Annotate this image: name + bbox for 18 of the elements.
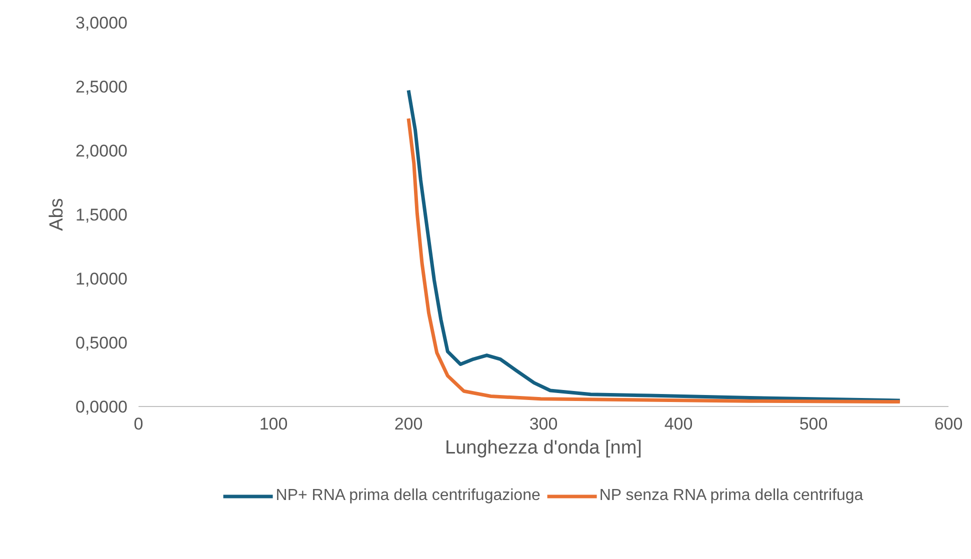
x-tick-label: 500 [799, 414, 828, 434]
y-tick-label: 0,0000 [76, 398, 128, 416]
x-tick-label: 100 [259, 414, 288, 434]
x-tick-label: 400 [664, 414, 693, 434]
legend-label: NP senza RNA prima della centrifuga [599, 487, 864, 505]
y-tick-label: 0,5000 [76, 334, 128, 352]
x-tick-label: 600 [934, 414, 963, 434]
legend-label: NP+ RNA prima della centrifugazione [276, 487, 540, 505]
x-tick-label: 200 [394, 414, 423, 434]
y-tick-label: 2,5000 [76, 78, 128, 96]
y-tick-label: 1,5000 [76, 206, 128, 224]
x-tick-label: 300 [529, 414, 558, 434]
y-axis-title: Abs [46, 198, 68, 231]
y-tick-label: 1,0000 [76, 270, 128, 288]
x-tick-label: 0 [134, 414, 144, 434]
x-axis-title: Lunghezza d'onda [nm] [445, 438, 642, 458]
y-tick-label: 3,0000 [76, 14, 128, 32]
y-tick-label: 2,0000 [76, 142, 128, 160]
